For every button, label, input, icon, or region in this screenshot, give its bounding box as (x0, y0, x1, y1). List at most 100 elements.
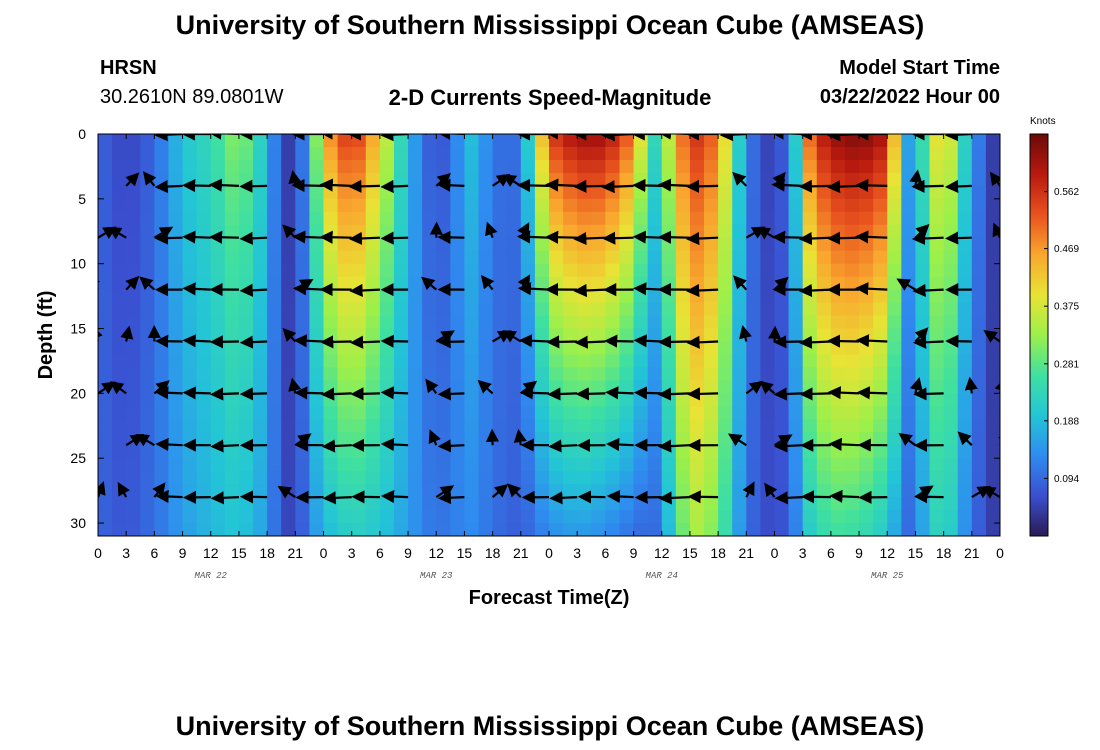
heatmap-cell (887, 406, 902, 420)
heatmap-cell (591, 341, 606, 356)
heatmap-cell (844, 146, 860, 161)
heatmap-cell (520, 134, 536, 148)
heatmap-cell (957, 354, 973, 369)
heatmap-cell (520, 458, 536, 472)
heatmap-cell (154, 172, 170, 187)
heatmap-cell (168, 134, 184, 148)
heatmap-cell (732, 523, 747, 536)
heatmap-cell (661, 315, 677, 330)
heatmap-cell (760, 134, 776, 148)
heatmap-cell (126, 250, 141, 265)
current-vector-arrow (380, 437, 409, 452)
heatmap-cell (478, 211, 494, 226)
heatmap-cell (689, 354, 705, 369)
heatmap-cell (704, 211, 719, 226)
heatmap-cell (549, 211, 564, 226)
heatmap-cell (450, 380, 466, 394)
heatmap-cell (802, 224, 818, 239)
heatmap-cell (591, 497, 606, 511)
heatmap-cell (520, 354, 536, 369)
current-vector-arrow (913, 387, 944, 401)
heatmap-cell (774, 263, 790, 278)
heatmap-cell (661, 328, 677, 343)
heatmap-cell (196, 432, 212, 446)
heatmap-cell (873, 289, 888, 304)
heatmap-cell (365, 406, 381, 420)
heatmap-cell (577, 224, 592, 239)
heatmap-cell (393, 380, 409, 394)
heatmap-cell (830, 341, 846, 356)
x-tick-label: 3 (799, 545, 807, 561)
heatmap-cell (873, 341, 888, 356)
heatmap-cell (887, 497, 902, 511)
heatmap-cell (323, 185, 339, 200)
heatmap-cell (224, 419, 240, 433)
heatmap-cell (830, 315, 846, 330)
heatmap-cell (98, 159, 113, 174)
heatmap-cell (563, 315, 578, 330)
heatmap-cell (802, 302, 818, 317)
heatmap-cell (379, 250, 395, 265)
heatmap-cell (816, 341, 832, 356)
heatmap-cell (238, 497, 254, 511)
heatmap-cell (506, 445, 522, 459)
heatmap-cell (267, 276, 282, 291)
heatmap-cell (337, 471, 353, 485)
heatmap-cell (196, 406, 212, 420)
heatmap-cell (393, 367, 409, 381)
heatmap-cell (943, 289, 959, 304)
heatmap-cell (647, 380, 663, 394)
heatmap-cell (971, 289, 987, 304)
heatmap-cell (393, 445, 409, 459)
heatmap-cell (281, 510, 296, 524)
heatmap-cell (746, 510, 761, 524)
heatmap-cell (450, 432, 466, 446)
heatmap-cell (859, 146, 874, 161)
heatmap-cell (704, 419, 719, 433)
heatmap-cell (746, 276, 761, 291)
heatmap-cell (210, 134, 226, 148)
heatmap-cell (619, 302, 635, 317)
heatmap-cell (732, 289, 747, 304)
heatmap-cell (464, 445, 480, 459)
heatmap-cell (478, 237, 494, 252)
heatmap-cell (210, 276, 226, 291)
y-axis-title: Depth (ft) (35, 291, 57, 380)
current-vector-arrow (604, 334, 634, 348)
heatmap-cell (901, 419, 917, 433)
heatmap-cell (112, 432, 127, 446)
heatmap-cell (422, 250, 437, 265)
heatmap-cell (450, 341, 466, 356)
heatmap-cell (379, 419, 395, 433)
heatmap-cell (718, 458, 733, 472)
heatmap-cell (365, 237, 381, 252)
heatmap-cell (337, 328, 353, 343)
heatmap-cell (549, 146, 564, 161)
heatmap-cell (408, 510, 423, 524)
heatmap-cell (689, 445, 705, 459)
heatmap-cell (718, 302, 733, 317)
heatmap-cell (337, 198, 353, 213)
current-vector-arrow (155, 386, 183, 400)
heatmap-cell (563, 510, 578, 524)
heatmap-cell (140, 185, 155, 200)
heatmap-cell (901, 134, 917, 148)
heatmap-cell (506, 185, 522, 200)
heatmap-cell (281, 497, 296, 511)
heatmap-cell (224, 341, 240, 356)
heatmap-cell (393, 419, 409, 433)
heatmap-cell (943, 497, 959, 511)
heatmap-cell (98, 302, 113, 317)
heatmap-cell (154, 445, 170, 459)
x-tick-label: 21 (288, 545, 304, 561)
heatmap-cell (182, 458, 198, 472)
heatmap-cell (957, 185, 973, 200)
heatmap-cell (154, 146, 170, 161)
heatmap-cell (492, 185, 508, 200)
heatmap-cell (971, 237, 987, 252)
heatmap-cell (168, 276, 184, 291)
heatmap-cell (718, 185, 733, 200)
current-vector-arrow (992, 222, 1000, 239)
heatmap-cell (788, 302, 804, 317)
heatmap-cell (351, 523, 367, 536)
